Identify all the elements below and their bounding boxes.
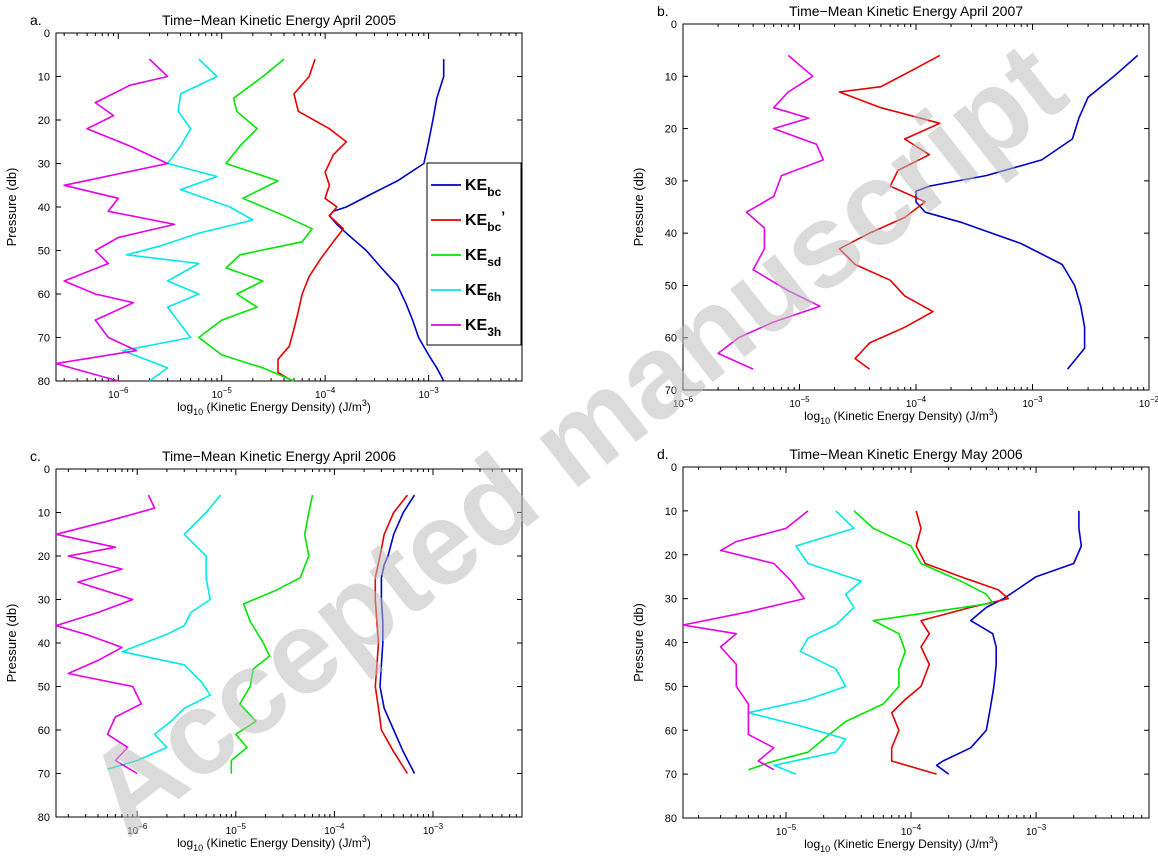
panel-label: a.	[30, 12, 42, 28]
y-tick-label: 50	[665, 280, 677, 292]
y-tick-label: 60	[38, 289, 50, 301]
legend-label-0: KEbc	[465, 177, 502, 199]
x-tick-label: 10−2	[1139, 395, 1158, 410]
series-line-2	[230, 494, 314, 774]
series-line-4	[55, 58, 176, 382]
series-line-1	[277, 58, 348, 382]
y-tick-label: 50	[38, 682, 50, 694]
legend-label-4: KE3h	[465, 317, 501, 339]
x-tick-label: 10−5	[226, 822, 247, 837]
y-tick-label: 70	[665, 769, 677, 781]
x-tick-label: 10−5	[789, 395, 810, 410]
y-axis-label: Pressure (db)	[4, 604, 19, 683]
legend: KEbc KEbc’ KEsd KE6h KE3h	[426, 162, 522, 346]
y-tick-label: 30	[665, 176, 677, 188]
y-tick-label: 50	[665, 681, 677, 693]
x-tick-label: 10−5	[212, 386, 233, 401]
legend-box	[426, 162, 522, 346]
y-tick-label: 0	[671, 19, 677, 31]
x-axis-label: log10 (Kinetic Energy Density) (J/m3)	[177, 398, 371, 417]
y-tick-label: 40	[665, 638, 677, 650]
x-axis-label: log10 (Kinetic Energy Density) (J/m3)	[804, 835, 998, 854]
y-axis-label: Pressure (db)	[4, 168, 19, 247]
y-axis-label: Pressure (db)	[631, 603, 646, 682]
x-tick-label: 10−3	[423, 822, 444, 837]
x-tick-label: 10−4	[901, 823, 922, 838]
y-tick-label: 30	[665, 594, 677, 606]
panel-a: 0 10 20 30 40 50 60 70 80 10−6 10−5 10−4 10−3 a. Time−…	[4, 12, 523, 417]
x-tick-label: 10−6	[127, 822, 148, 837]
panel-d: 0 10 20 30 40 50 60 70 80 10−5 10−4 10−3 d. Time−Mean…	[631, 446, 1150, 854]
series-line-3	[107, 494, 222, 770]
y-tick-label: 30	[38, 159, 50, 171]
y-tick-label: 40	[38, 638, 50, 650]
y-tick-label: 60	[38, 725, 50, 737]
series-line-0	[935, 510, 1083, 775]
y-tick-label: 60	[665, 333, 677, 345]
x-tick-label: 10−3	[418, 386, 439, 401]
series-line-2	[748, 510, 994, 771]
x-tick-label: 10−5	[776, 823, 797, 838]
x-tick-label: 10−4	[324, 822, 345, 837]
chart-title: Time−Mean Kinetic Energy April 2005	[162, 12, 396, 28]
x-tick-label: 10−3	[1026, 823, 1047, 838]
chart-title: Time−Mean Kinetic Energy May 2006	[789, 446, 1023, 462]
panel-label: b.	[657, 3, 669, 19]
x-tick-label: 10−3	[1022, 395, 1043, 410]
legend-label-3: KE6h	[465, 282, 501, 304]
x-tick-label: 10−6	[673, 395, 694, 410]
y-tick-label: 20	[665, 124, 677, 136]
legend-label-2: KEsd	[465, 247, 501, 269]
y-tick-label: 70	[38, 333, 50, 345]
series-line-0	[328, 59, 445, 382]
x-tick-label: 10−4	[906, 395, 927, 410]
axes-box	[682, 23, 1150, 391]
panel-label: c.	[30, 448, 41, 464]
series-line-1	[890, 510, 1010, 775]
series-line-1	[374, 494, 409, 774]
y-tick-label: 0	[44, 464, 50, 476]
series-line-2	[717, 54, 825, 370]
y-tick-label: 30	[38, 595, 50, 607]
x-tick-label: 10−4	[315, 386, 336, 401]
legend-label-1: KEbc’	[465, 208, 505, 234]
series-line-3	[121, 58, 254, 382]
y-tick-label: 80	[38, 812, 50, 824]
series-line-1	[838, 54, 941, 370]
series-line-4	[682, 510, 809, 771]
series-line-4	[55, 494, 156, 775]
panel-c: 0 10 20 30 40 50 60 70 80 10−6 10−5 10−4 10−3 c. Time−…	[4, 448, 523, 853]
x-axis-label: log10 (Kinetic Energy Density) (J/m3)	[177, 834, 371, 853]
series-line-0	[379, 494, 416, 774]
chart-title: Time−Mean Kinetic Energy April 2006	[162, 448, 396, 464]
x-axis-label: log10 (Kinetic Energy Density) (J/m3)	[804, 407, 998, 426]
y-tick-label: 10	[665, 506, 677, 518]
y-tick-label: 40	[665, 228, 677, 240]
axes-box	[55, 468, 523, 818]
y-tick-label: 20	[665, 550, 677, 562]
y-tick-label: 10	[38, 508, 50, 520]
series-line-2	[198, 58, 314, 382]
y-tick-label: 70	[665, 385, 677, 397]
y-tick-label: 70	[38, 769, 50, 781]
y-tick-label: 80	[38, 376, 50, 388]
y-axis-label: Pressure (db)	[631, 168, 646, 247]
series-line-0	[915, 54, 1139, 370]
y-tick-label: 20	[38, 551, 50, 563]
x-tick-label: 10−6	[108, 386, 129, 401]
y-tick-label: 20	[38, 115, 50, 127]
chart-title: Time−Mean Kinetic Energy April 2007	[789, 3, 1023, 19]
panel-label: d.	[657, 446, 669, 462]
y-tick-label: 60	[665, 725, 677, 737]
y-tick-label: 10	[665, 71, 677, 83]
series-line-3	[747, 510, 863, 775]
y-tick-label: 10	[38, 72, 50, 84]
y-tick-label: 0	[671, 462, 677, 474]
y-tick-label: 50	[38, 246, 50, 258]
y-tick-label: 40	[38, 202, 50, 214]
y-tick-label: 0	[44, 28, 50, 40]
y-tick-label: 80	[665, 813, 677, 825]
